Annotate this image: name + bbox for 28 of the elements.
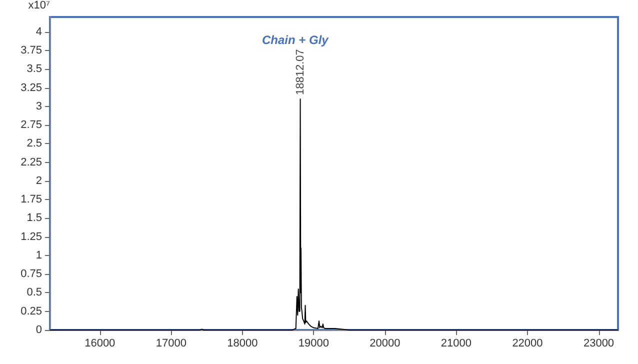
x-tick-label: 16000 (84, 338, 116, 350)
y-tick-label: 2.5 (26, 138, 42, 150)
y-tick-label: 2.25 (20, 156, 42, 168)
y-tick-label: 1.75 (20, 194, 42, 206)
y-tick-label: 1 (36, 249, 42, 262)
x-tick-label: 20000 (370, 338, 400, 350)
annotation: 18812.07 (294, 49, 306, 95)
y-tick-label: 2.75 (20, 119, 42, 132)
x-tick-label: 22000 (512, 338, 543, 350)
x-tick-label: 21000 (440, 338, 472, 350)
annotation: Chain + Gly (262, 33, 330, 47)
y-tick-label: 3.75 (20, 44, 42, 57)
y-tick-label: 1.5 (26, 212, 42, 224)
x-tick-label: 19000 (298, 338, 329, 350)
y-tick-label: 4 (36, 26, 42, 38)
y-tick-label: 3 (36, 100, 42, 112)
y-tick-label: 2 (36, 174, 42, 187)
x-tick-label: 18000 (227, 338, 258, 350)
y-tick-label: 0.5 (26, 286, 42, 299)
y-axis-title: x10⁷ (28, 0, 50, 12)
y-tick-label: 1.25 (20, 230, 42, 243)
y-tick-label: 3.5 (26, 63, 42, 76)
y-tick-label: 0.75 (20, 268, 42, 280)
y-tick-label: 0.25 (20, 305, 42, 318)
y-tick-label: 3.25 (20, 82, 42, 94)
y-tick-label: 0 (36, 324, 42, 336)
x-tick-label: 17000 (156, 338, 186, 350)
x-tick-label: 23000 (583, 338, 614, 350)
